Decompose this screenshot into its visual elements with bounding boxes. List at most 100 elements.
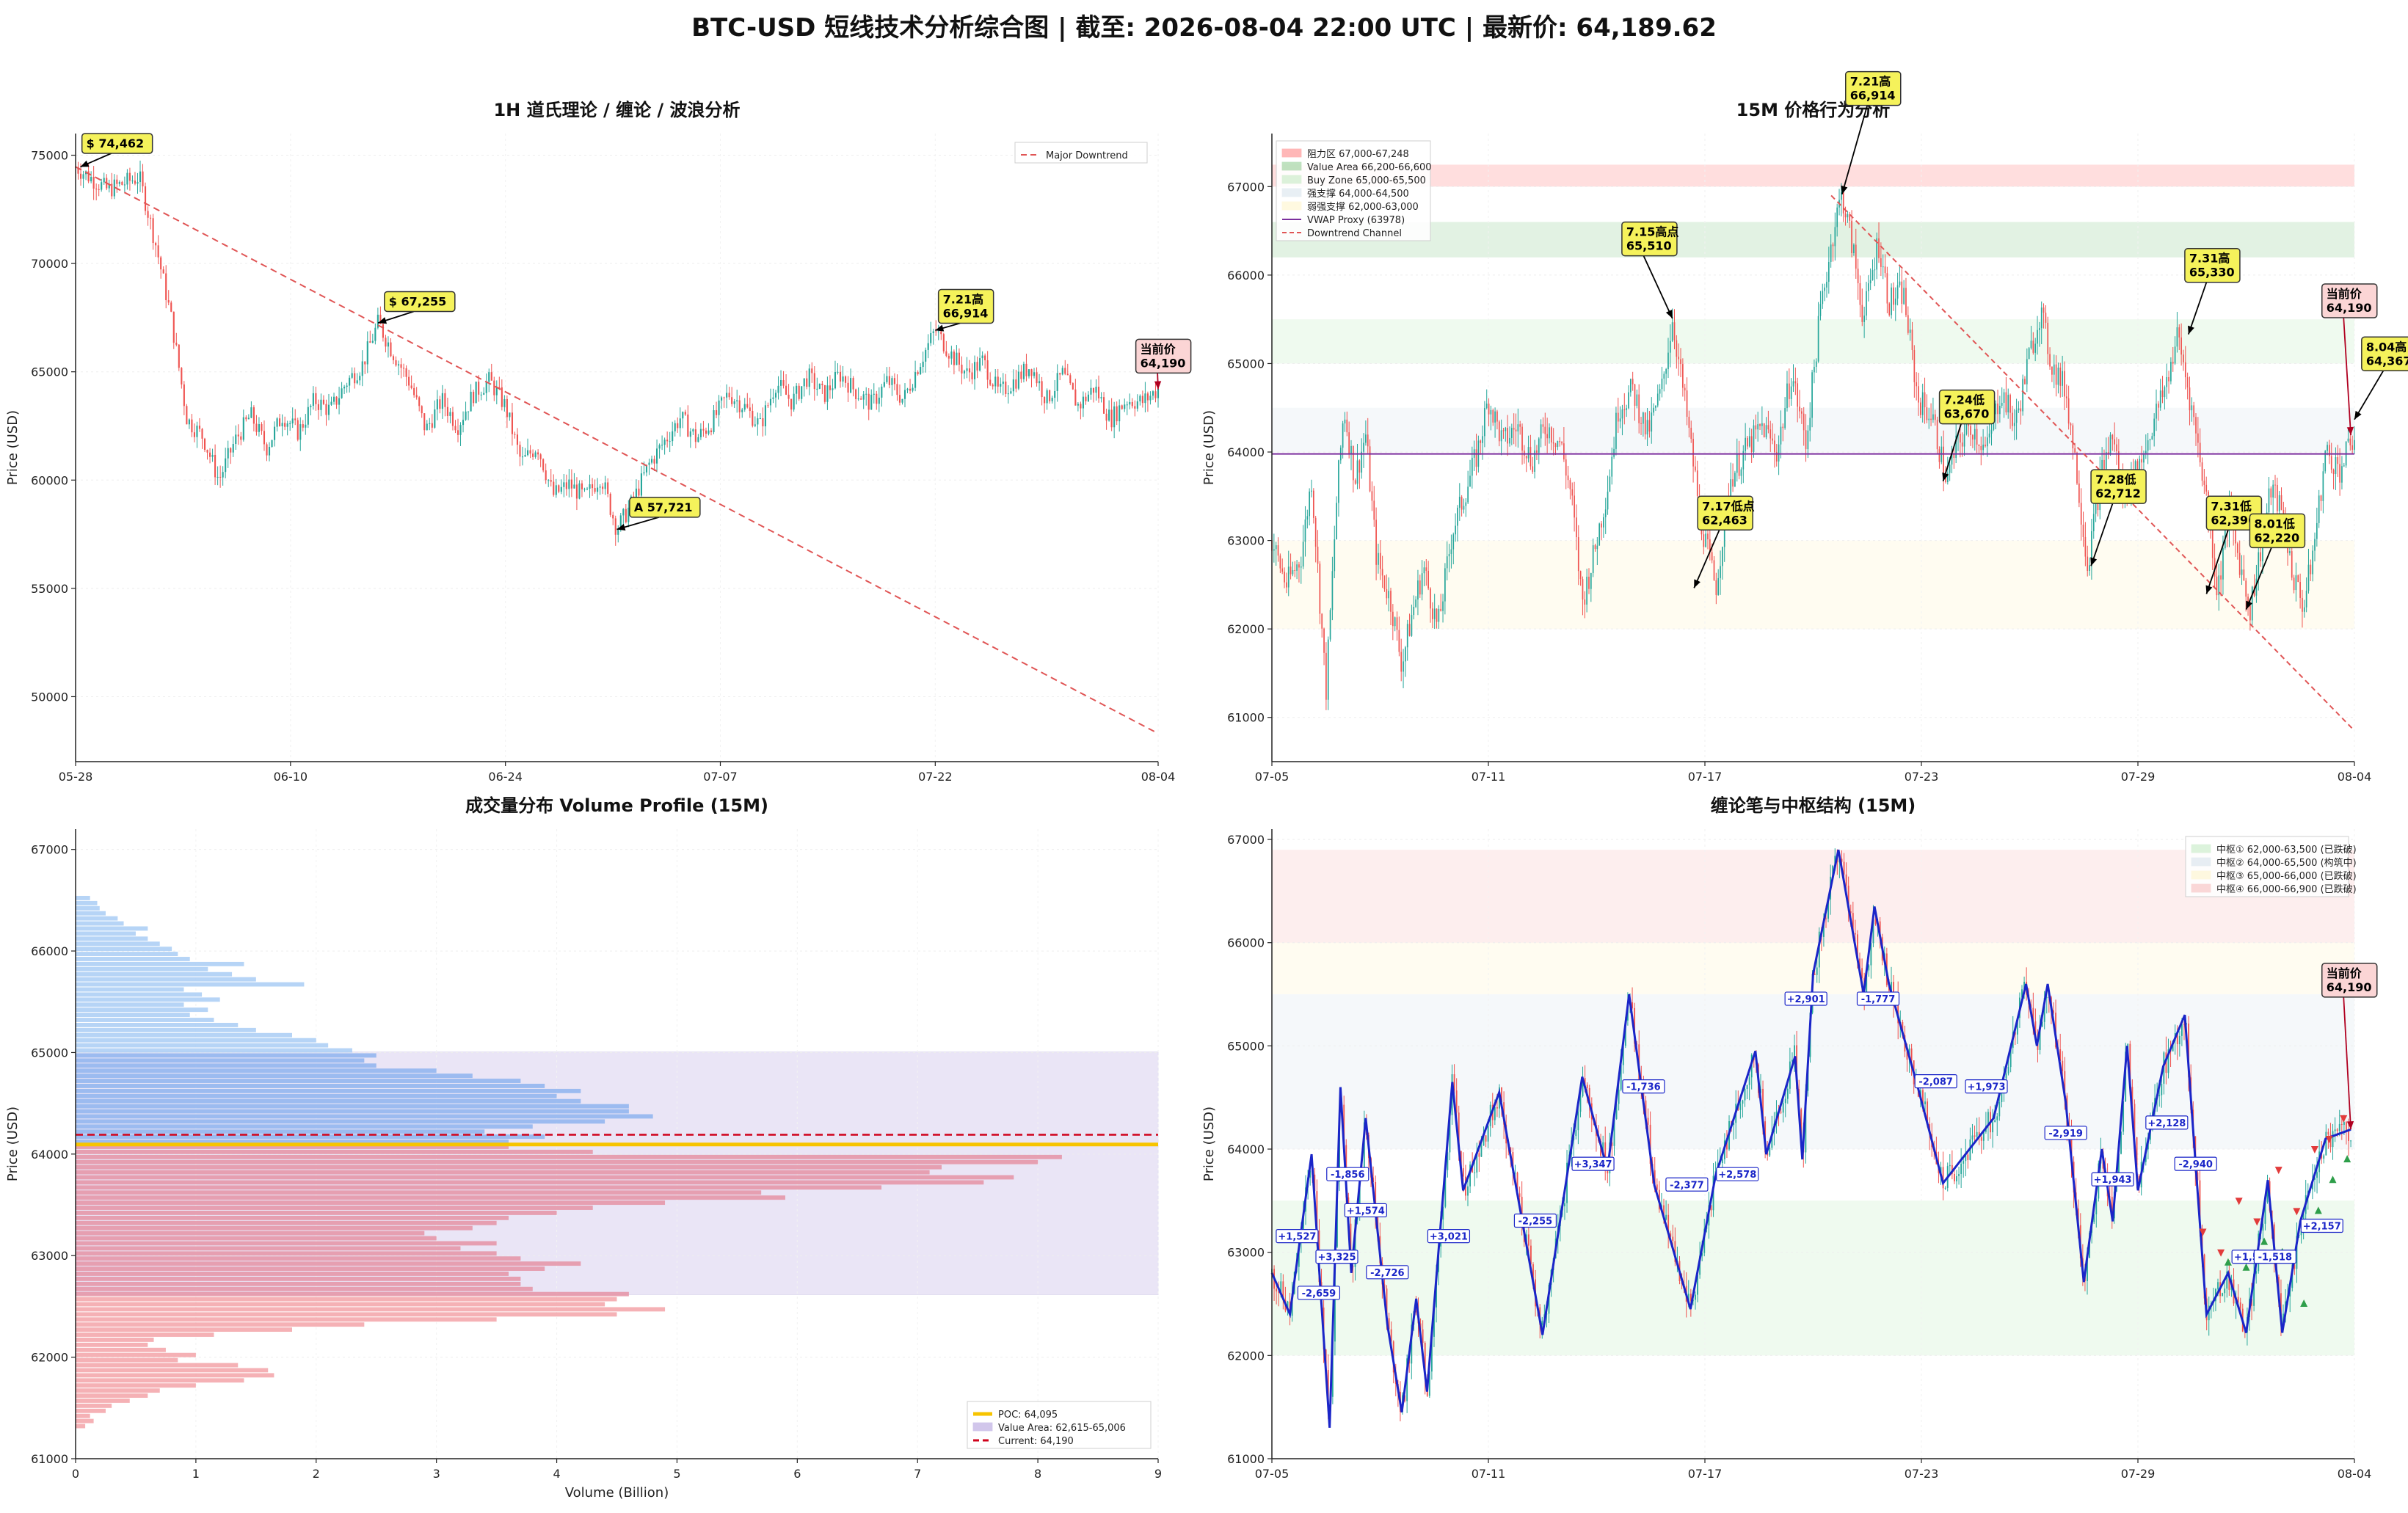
candle-body	[2059, 1049, 2062, 1061]
x-tick-label: 08-04	[2338, 770, 2372, 784]
candle-body	[1007, 393, 1009, 395]
candle-body	[1367, 434, 1369, 447]
annotation-text: 62,396	[2211, 513, 2256, 527]
candle-body	[1830, 244, 1832, 263]
candle-body	[2189, 387, 2191, 411]
candle-body	[1510, 1147, 1512, 1153]
candle-body	[385, 338, 387, 347]
candle-body	[1761, 423, 1763, 426]
y-axis-label: Price (USD)	[1201, 410, 1217, 485]
candle-body	[2178, 327, 2180, 338]
volume-bar	[76, 1170, 930, 1175]
candle-body	[1092, 387, 1095, 393]
candle-body	[1113, 406, 1116, 428]
legend-label: 强支撑 64,000-64,500	[1307, 189, 1409, 200]
candle-body	[1866, 970, 1868, 996]
candle-body	[947, 355, 950, 359]
candle-body	[429, 423, 431, 424]
candle-body	[1565, 459, 1567, 476]
x-tick-label: 4	[553, 1467, 560, 1481]
stroke-label: +1,943	[2094, 1175, 2132, 1186]
candle-body	[2051, 366, 2053, 375]
candle-body	[1273, 549, 1275, 551]
candle-body	[1487, 1126, 1489, 1142]
candle-body	[2320, 495, 2322, 501]
candle-body	[1579, 571, 1582, 580]
volume-bar	[76, 1378, 244, 1383]
candle-body	[1842, 192, 1844, 214]
annotation-text: 66,914	[1850, 89, 1896, 103]
candle-body	[617, 530, 619, 535]
candle-body	[555, 485, 557, 495]
candle-body	[570, 479, 572, 489]
volume-bar	[76, 957, 190, 961]
candle-body	[726, 393, 728, 398]
buy-marker	[2260, 1237, 2269, 1245]
candle-body	[909, 388, 912, 391]
volume-bar	[76, 1357, 178, 1363]
candle-body	[2347, 438, 2349, 442]
candle-body	[307, 406, 309, 425]
stroke-label-box	[1344, 1203, 1387, 1218]
candle-body	[1475, 449, 1477, 467]
candle-body	[542, 459, 545, 471]
annotation-arrowhead	[2188, 325, 2194, 335]
candle-body	[1834, 227, 1836, 247]
candle-body	[545, 470, 547, 481]
candle-body	[1103, 397, 1105, 414]
buy-marker	[2314, 1206, 2322, 1214]
candle-body	[2224, 1288, 2226, 1294]
volume-bar	[76, 1175, 1014, 1180]
candle-body	[1584, 1078, 1586, 1085]
candle-body	[1287, 566, 1290, 588]
candle-body	[266, 444, 268, 456]
candle-body	[134, 181, 137, 184]
candle-body	[1575, 1130, 1577, 1137]
candle-body	[1615, 1104, 1618, 1119]
stroke-label: -2,940	[2178, 1159, 2213, 1170]
stroke-label-box	[1366, 1265, 1409, 1280]
candle-body	[1963, 1161, 1965, 1164]
candle-body	[2170, 362, 2172, 382]
candle-body	[806, 378, 808, 387]
candle-body	[687, 414, 689, 437]
candle-body	[1354, 1219, 1356, 1267]
candle-body	[426, 423, 428, 431]
candle-body	[332, 396, 335, 402]
volume-bar	[76, 1363, 239, 1368]
candle-body	[1417, 580, 1419, 600]
candle-body	[1534, 450, 1535, 473]
candle-body	[1134, 406, 1136, 409]
candle-body	[1015, 379, 1017, 389]
x-tick-label: 07-05	[1255, 770, 1290, 784]
candle-body	[966, 368, 968, 371]
candle-body	[1822, 918, 1825, 937]
candle-body	[1800, 1109, 1803, 1137]
legend-box	[967, 1401, 1152, 1449]
candle-body	[813, 373, 815, 390]
candle-body	[1921, 392, 1924, 415]
candle-body	[2237, 1297, 2239, 1302]
candle-body	[1108, 409, 1110, 421]
candle-body	[1363, 442, 1364, 452]
annotation-text: 64,367	[2366, 354, 2408, 368]
candle-body	[1350, 445, 1352, 455]
candle-body	[1576, 517, 1577, 538]
legend-patch	[2191, 857, 2211, 867]
candle-body	[925, 349, 927, 362]
candle-body	[1317, 547, 1319, 564]
candle-body	[2226, 1271, 2228, 1289]
candle-body	[1309, 1170, 1312, 1178]
annotation-text: 当前价	[2327, 966, 2362, 980]
candle-body	[974, 362, 976, 379]
candle-body	[1619, 418, 1621, 422]
candle-body	[181, 368, 183, 384]
candle-body	[1438, 608, 1440, 622]
candle-body	[1061, 368, 1063, 375]
candle-body	[2013, 423, 2015, 426]
sell-marker	[2293, 1208, 2301, 1216]
stroke-label: -2,659	[1302, 1288, 1336, 1299]
candle-body	[1609, 476, 1611, 492]
volume-bar	[76, 1195, 785, 1200]
candle-body	[2220, 575, 2222, 580]
